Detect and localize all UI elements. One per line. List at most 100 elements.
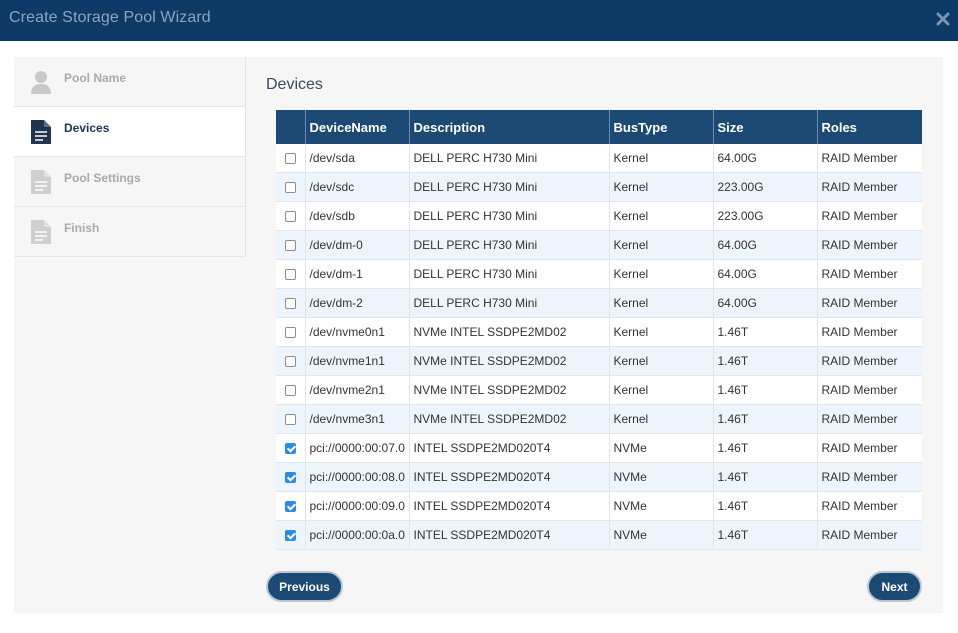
- select-cell: [276, 375, 306, 405]
- size-cell: 1.46T: [713, 491, 818, 521]
- role-cell: RAID Member: [817, 230, 922, 260]
- device-name-cell: /dev/sdc: [305, 172, 410, 202]
- step-label: Devices: [64, 121, 110, 135]
- select-cell: [276, 144, 306, 173]
- description-cell: INTEL SSDPE2MD020T4: [409, 491, 610, 521]
- wizard-title-bar: Create Storage Pool Wizard: [0, 0, 958, 41]
- select-cell: [276, 172, 306, 202]
- bus-type-cell: NVMe: [609, 462, 714, 492]
- role-cell: RAID Member: [817, 433, 922, 463]
- bus-type-cell: Kernel: [609, 404, 714, 434]
- row-checkbox[interactable]: [284, 298, 296, 310]
- column-header-bustype[interactable]: BusType: [609, 110, 714, 144]
- table-row[interactable]: /dev/dm-2 DELL PERC H730 Mini Kernel 64.00G…: [276, 288, 922, 318]
- role-cell: RAID Member: [817, 346, 922, 376]
- step-finish[interactable]: Finish: [14, 207, 245, 257]
- size-cell: 1.46T: [713, 404, 818, 434]
- size-cell: 1.46T: [713, 346, 818, 376]
- role-cell: RAID Member: [817, 375, 922, 405]
- column-header-devicename[interactable]: DeviceName: [305, 110, 410, 144]
- select-cell: [276, 520, 306, 550]
- select-cell: [276, 317, 306, 347]
- bus-type-cell: NVMe: [609, 491, 714, 521]
- description-cell: NVMe INTEL SSDPE2MD02: [409, 346, 610, 376]
- row-checkbox[interactable]: [284, 385, 296, 397]
- bus-type-cell: Kernel: [609, 288, 714, 318]
- role-cell: RAID Member: [817, 462, 922, 492]
- column-header-roles[interactable]: Roles: [817, 110, 922, 144]
- device-name-cell: pci://0000:00:0a.0: [305, 520, 410, 550]
- device-name-cell: /dev/nvme3n1: [305, 404, 410, 434]
- select-cell: [276, 346, 306, 376]
- select-cell: [276, 462, 306, 492]
- row-checkbox[interactable]: [284, 327, 296, 339]
- step-pool-name[interactable]: Pool Name: [14, 57, 245, 107]
- column-header-size[interactable]: Size: [713, 110, 818, 144]
- row-checkbox[interactable]: [284, 501, 296, 513]
- description-cell: INTEL SSDPE2MD020T4: [409, 433, 610, 463]
- size-cell: 223.00G: [713, 201, 818, 231]
- row-checkbox[interactable]: [284, 414, 296, 426]
- document-icon: [31, 120, 51, 144]
- wizard-steps: Pool Name Devices Pool Settings: [14, 57, 246, 257]
- table-row[interactable]: pci://0000:00:07.0 INTEL SSDPE2MD020T4 NVM…: [276, 433, 922, 463]
- table-row[interactable]: /dev/dm-1 DELL PERC H730 Mini Kernel 64.00G…: [276, 259, 922, 289]
- bus-type-cell: Kernel: [609, 144, 714, 173]
- table-row[interactable]: /dev/nvme3n1 NVMe INTEL SSDPE2MD02 Kernel 1…: [276, 404, 922, 434]
- role-cell: RAID Member: [817, 491, 922, 521]
- size-cell: 64.00G: [713, 144, 818, 173]
- device-name-cell: pci://0000:00:08.0: [305, 462, 410, 492]
- description-cell: NVMe INTEL SSDPE2MD02: [409, 317, 610, 347]
- role-cell: RAID Member: [817, 201, 922, 231]
- size-cell: 1.46T: [713, 375, 818, 405]
- table-row[interactable]: pci://0000:00:08.0 INTEL SSDPE2MD020T4 NVM…: [276, 462, 922, 492]
- device-name-cell: /dev/nvme2n1: [305, 375, 410, 405]
- close-icon[interactable]: [936, 12, 950, 26]
- row-checkbox[interactable]: [284, 211, 296, 223]
- row-checkbox[interactable]: [284, 356, 296, 368]
- table-row[interactable]: /dev/nvme0n1 NVMe INTEL SSDPE2MD02 Kernel 1…: [276, 317, 922, 347]
- row-checkbox[interactable]: [284, 472, 296, 484]
- table-row[interactable]: /dev/nvme2n1 NVMe INTEL SSDPE2MD02 Kernel 1…: [276, 375, 922, 405]
- description-cell: INTEL SSDPE2MD020T4: [409, 462, 610, 492]
- bus-type-cell: Kernel: [609, 375, 714, 405]
- devices-table: DeviceName Description BusType Size Role…: [276, 110, 922, 550]
- row-checkbox[interactable]: [284, 269, 296, 281]
- bus-type-cell: NVMe: [609, 520, 714, 550]
- bus-type-cell: Kernel: [609, 346, 714, 376]
- next-button[interactable]: Next: [867, 571, 922, 602]
- table-row[interactable]: pci://0000:00:0a.0 INTEL SSDPE2MD020T4 NVM…: [276, 520, 922, 550]
- row-checkbox[interactable]: [284, 530, 296, 542]
- bus-type-cell: Kernel: [609, 259, 714, 289]
- size-cell: 64.00G: [713, 259, 818, 289]
- bus-type-cell: Kernel: [609, 201, 714, 231]
- role-cell: RAID Member: [817, 172, 922, 202]
- table-row[interactable]: /dev/sdc DELL PERC H730 Mini Kernel 223.00G…: [276, 172, 922, 202]
- size-cell: 64.00G: [713, 230, 818, 260]
- select-cell: [276, 259, 306, 289]
- row-checkbox[interactable]: [284, 153, 296, 165]
- select-column-header: [276, 110, 306, 144]
- row-checkbox[interactable]: [284, 182, 296, 194]
- user-icon: [31, 71, 51, 94]
- wizard-title: Create Storage Pool Wizard: [9, 9, 211, 26]
- step-pool-settings[interactable]: Pool Settings: [14, 157, 245, 207]
- step-devices[interactable]: Devices: [14, 107, 245, 157]
- device-name-cell: /dev/sdb: [305, 201, 410, 231]
- role-cell: RAID Member: [817, 144, 922, 173]
- size-cell: 1.46T: [713, 317, 818, 347]
- table-row[interactable]: /dev/dm-0 DELL PERC H730 Mini Kernel 64.00G…: [276, 230, 922, 260]
- table-row[interactable]: pci://0000:00:09.0 INTEL SSDPE2MD020T4 NVM…: [276, 491, 922, 521]
- previous-button[interactable]: Previous: [266, 571, 343, 602]
- row-checkbox[interactable]: [284, 240, 296, 252]
- bus-type-cell: Kernel: [609, 172, 714, 202]
- table-row[interactable]: /dev/sdb DELL PERC H730 Mini Kernel 223.00G…: [276, 201, 922, 231]
- column-header-description[interactable]: Description: [409, 110, 610, 144]
- table-row[interactable]: /dev/nvme1n1 NVMe INTEL SSDPE2MD02 Kernel 1…: [276, 346, 922, 376]
- description-cell: DELL PERC H730 Mini: [409, 201, 610, 231]
- row-checkbox[interactable]: [284, 443, 296, 455]
- table-row[interactable]: /dev/sda DELL PERC H730 Mini Kernel 64.00G R…: [276, 144, 922, 173]
- size-cell: 64.00G: [713, 288, 818, 318]
- bus-type-cell: NVMe: [609, 433, 714, 463]
- step-label: Finish: [64, 221, 100, 235]
